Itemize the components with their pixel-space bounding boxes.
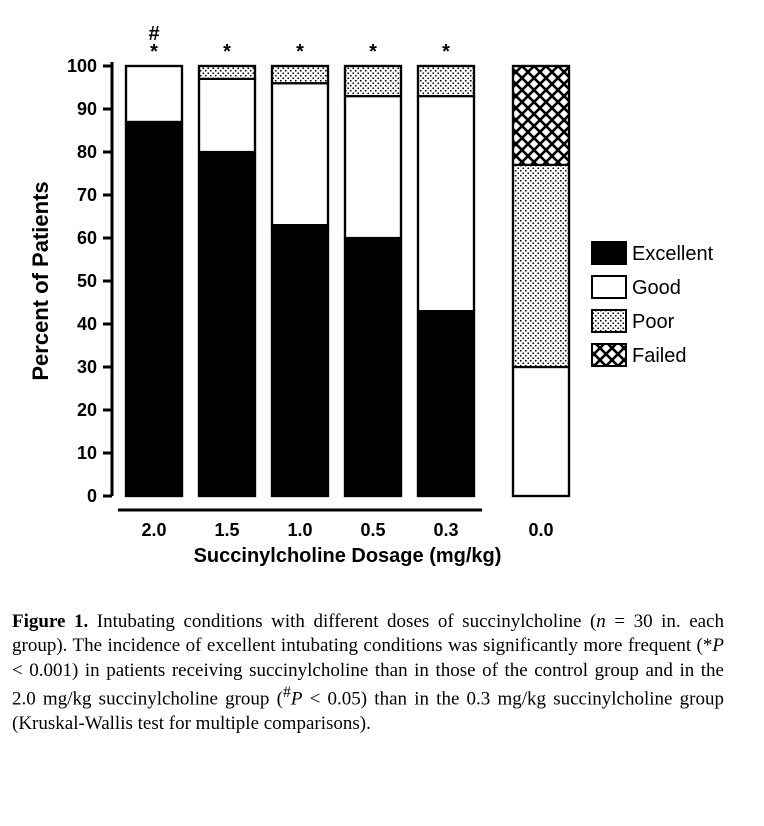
svg-text:50: 50 [77,271,97,291]
bar-0.3-good [418,96,474,311]
svg-text:*: * [442,41,450,63]
bar-1.0-excellent [272,225,328,496]
bar-1.5-poor [199,66,255,79]
bar-0.0-good [513,367,569,496]
svg-text:Succinylcholine Dosage (mg/kg): Succinylcholine Dosage (mg/kg) [194,545,502,567]
caption-hash: # [283,684,291,701]
legend-label-excellent: Excellent [632,243,714,265]
legend-swatch-excellent [592,242,626,264]
chart-container: 0 10 20 30 40 50 60 70 80 90 100 Percent of Patient… [12,12,752,592]
svg-text:0.0: 0.0 [528,520,553,540]
svg-text:*: * [369,41,377,63]
svg-text:100: 100 [67,56,97,76]
svg-text:30: 30 [77,357,97,377]
bar-0.5-excellent [345,238,401,496]
bar-0.3-poor [418,66,474,96]
legend-swatch-failed [592,344,626,366]
caption-p2: P [291,688,303,709]
bar-1.0-good [272,83,328,225]
bar-0.0-poor [513,165,569,367]
bar-0.3-excellent [418,311,474,496]
svg-text:Percent of Patients: Percent of Patients [28,181,53,380]
caption-label: Figure 1. [12,611,88,632]
svg-text:80: 80 [77,142,97,162]
bar-0.5-poor [345,66,401,96]
bar-0.0-failed [513,66,569,165]
svg-text:10: 10 [77,443,97,463]
caption-p1: P [712,635,724,656]
svg-text:1.5: 1.5 [214,520,239,540]
legend-label-failed: Failed [632,345,686,367]
svg-text:90: 90 [77,99,97,119]
bar-1.0-poor [272,66,328,83]
bar-2.0-excellent [126,122,182,496]
figure: 0 10 20 30 40 50 60 70 80 90 100 Percent of Patient… [12,12,752,736]
legend-label-good: Good [632,277,681,299]
bar-2.0-good [126,66,182,122]
legend-swatch-poor [592,310,626,332]
svg-text:0: 0 [87,486,97,506]
svg-text:1.0: 1.0 [287,520,312,540]
caption-text-0: Intubating conditions with different dos… [88,611,596,632]
bar-0.5-good [345,96,401,238]
svg-text:*: * [223,41,231,63]
stacked-bar-chart: 0 10 20 30 40 50 60 70 80 90 100 Percent of Patient… [12,12,752,592]
svg-text:0.3: 0.3 [433,520,458,540]
svg-text:2.0: 2.0 [141,520,166,540]
svg-text:60: 60 [77,228,97,248]
legend-swatch-good [592,276,626,298]
caption-n: n [596,611,606,632]
figure-caption: Figure 1. Intubating conditions with dif… [12,610,724,736]
legend-label-poor: Poor [632,311,675,333]
svg-text:*: * [150,41,158,63]
svg-text:0.5: 0.5 [360,520,385,540]
svg-text:70: 70 [77,185,97,205]
svg-text:40: 40 [77,314,97,334]
svg-text:*: * [296,41,304,63]
bar-1.5-good [199,79,255,152]
bar-1.5-excellent [199,152,255,496]
svg-text:20: 20 [77,400,97,420]
